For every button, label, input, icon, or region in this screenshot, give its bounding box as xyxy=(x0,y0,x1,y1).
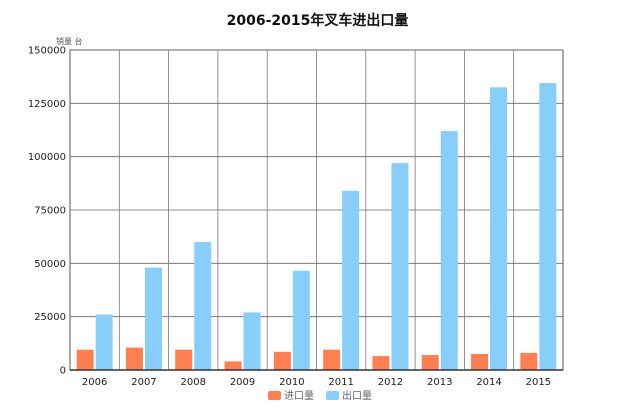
bar-export-2014 xyxy=(490,87,508,370)
bar-import-2008 xyxy=(175,349,193,370)
y-tick-label: 125000 xyxy=(28,99,66,110)
legend: 进口量 出口量 xyxy=(268,389,372,402)
bar-import-2013 xyxy=(421,355,439,370)
x-tick-label: 2013 xyxy=(427,377,452,388)
bar-export-2011 xyxy=(342,190,360,370)
x-tick-label: 2015 xyxy=(526,377,551,388)
bar-import-2012 xyxy=(372,356,390,370)
y-tick-label: 150000 xyxy=(28,46,66,57)
x-tick-label: 2006 xyxy=(82,377,107,388)
x-tick-label: 2007 xyxy=(131,377,156,388)
bar-import-2014 xyxy=(471,354,489,370)
bar-export-2008 xyxy=(194,242,212,370)
legend-swatch-export xyxy=(326,391,339,400)
grid-lines xyxy=(69,49,564,371)
bars xyxy=(76,83,557,371)
bar-export-2013 xyxy=(440,131,458,370)
bar-import-2006 xyxy=(76,349,94,370)
x-tick-label: 2012 xyxy=(378,377,403,388)
y-tick-label: 50000 xyxy=(34,259,66,270)
bar-import-2011 xyxy=(323,349,341,370)
y-axis-label: 销量 台 xyxy=(56,36,83,46)
x-tick-label: 2014 xyxy=(476,377,501,388)
bar-import-2010 xyxy=(273,351,291,370)
bar-import-2009 xyxy=(224,361,242,370)
y-tick-label: 25000 xyxy=(34,312,66,323)
bar-export-2015 xyxy=(539,83,557,371)
bar-export-2010 xyxy=(292,270,310,370)
bar-export-2007 xyxy=(144,267,162,370)
legend-swatch-import xyxy=(268,391,281,400)
chart-title: 2006-2015年叉车进出口量 xyxy=(226,13,409,29)
x-tick-label: 2011 xyxy=(328,377,353,388)
y-tick-label: 100000 xyxy=(28,152,66,163)
bar-export-2006 xyxy=(95,314,113,370)
legend-label-export: 出口量 xyxy=(342,389,372,402)
x-tick-label: 2009 xyxy=(230,377,255,388)
bar-import-2007 xyxy=(125,347,143,370)
bar-export-2012 xyxy=(391,163,409,370)
bar-export-2009 xyxy=(243,312,261,370)
y-tick-label: 0 xyxy=(60,366,66,377)
x-tick-label: 2008 xyxy=(181,377,206,388)
legend-label-import: 进口量 xyxy=(284,390,314,402)
y-tick-label: 75000 xyxy=(34,206,66,217)
bar-import-2015 xyxy=(520,352,538,370)
x-tick-label: 2010 xyxy=(279,377,304,388)
